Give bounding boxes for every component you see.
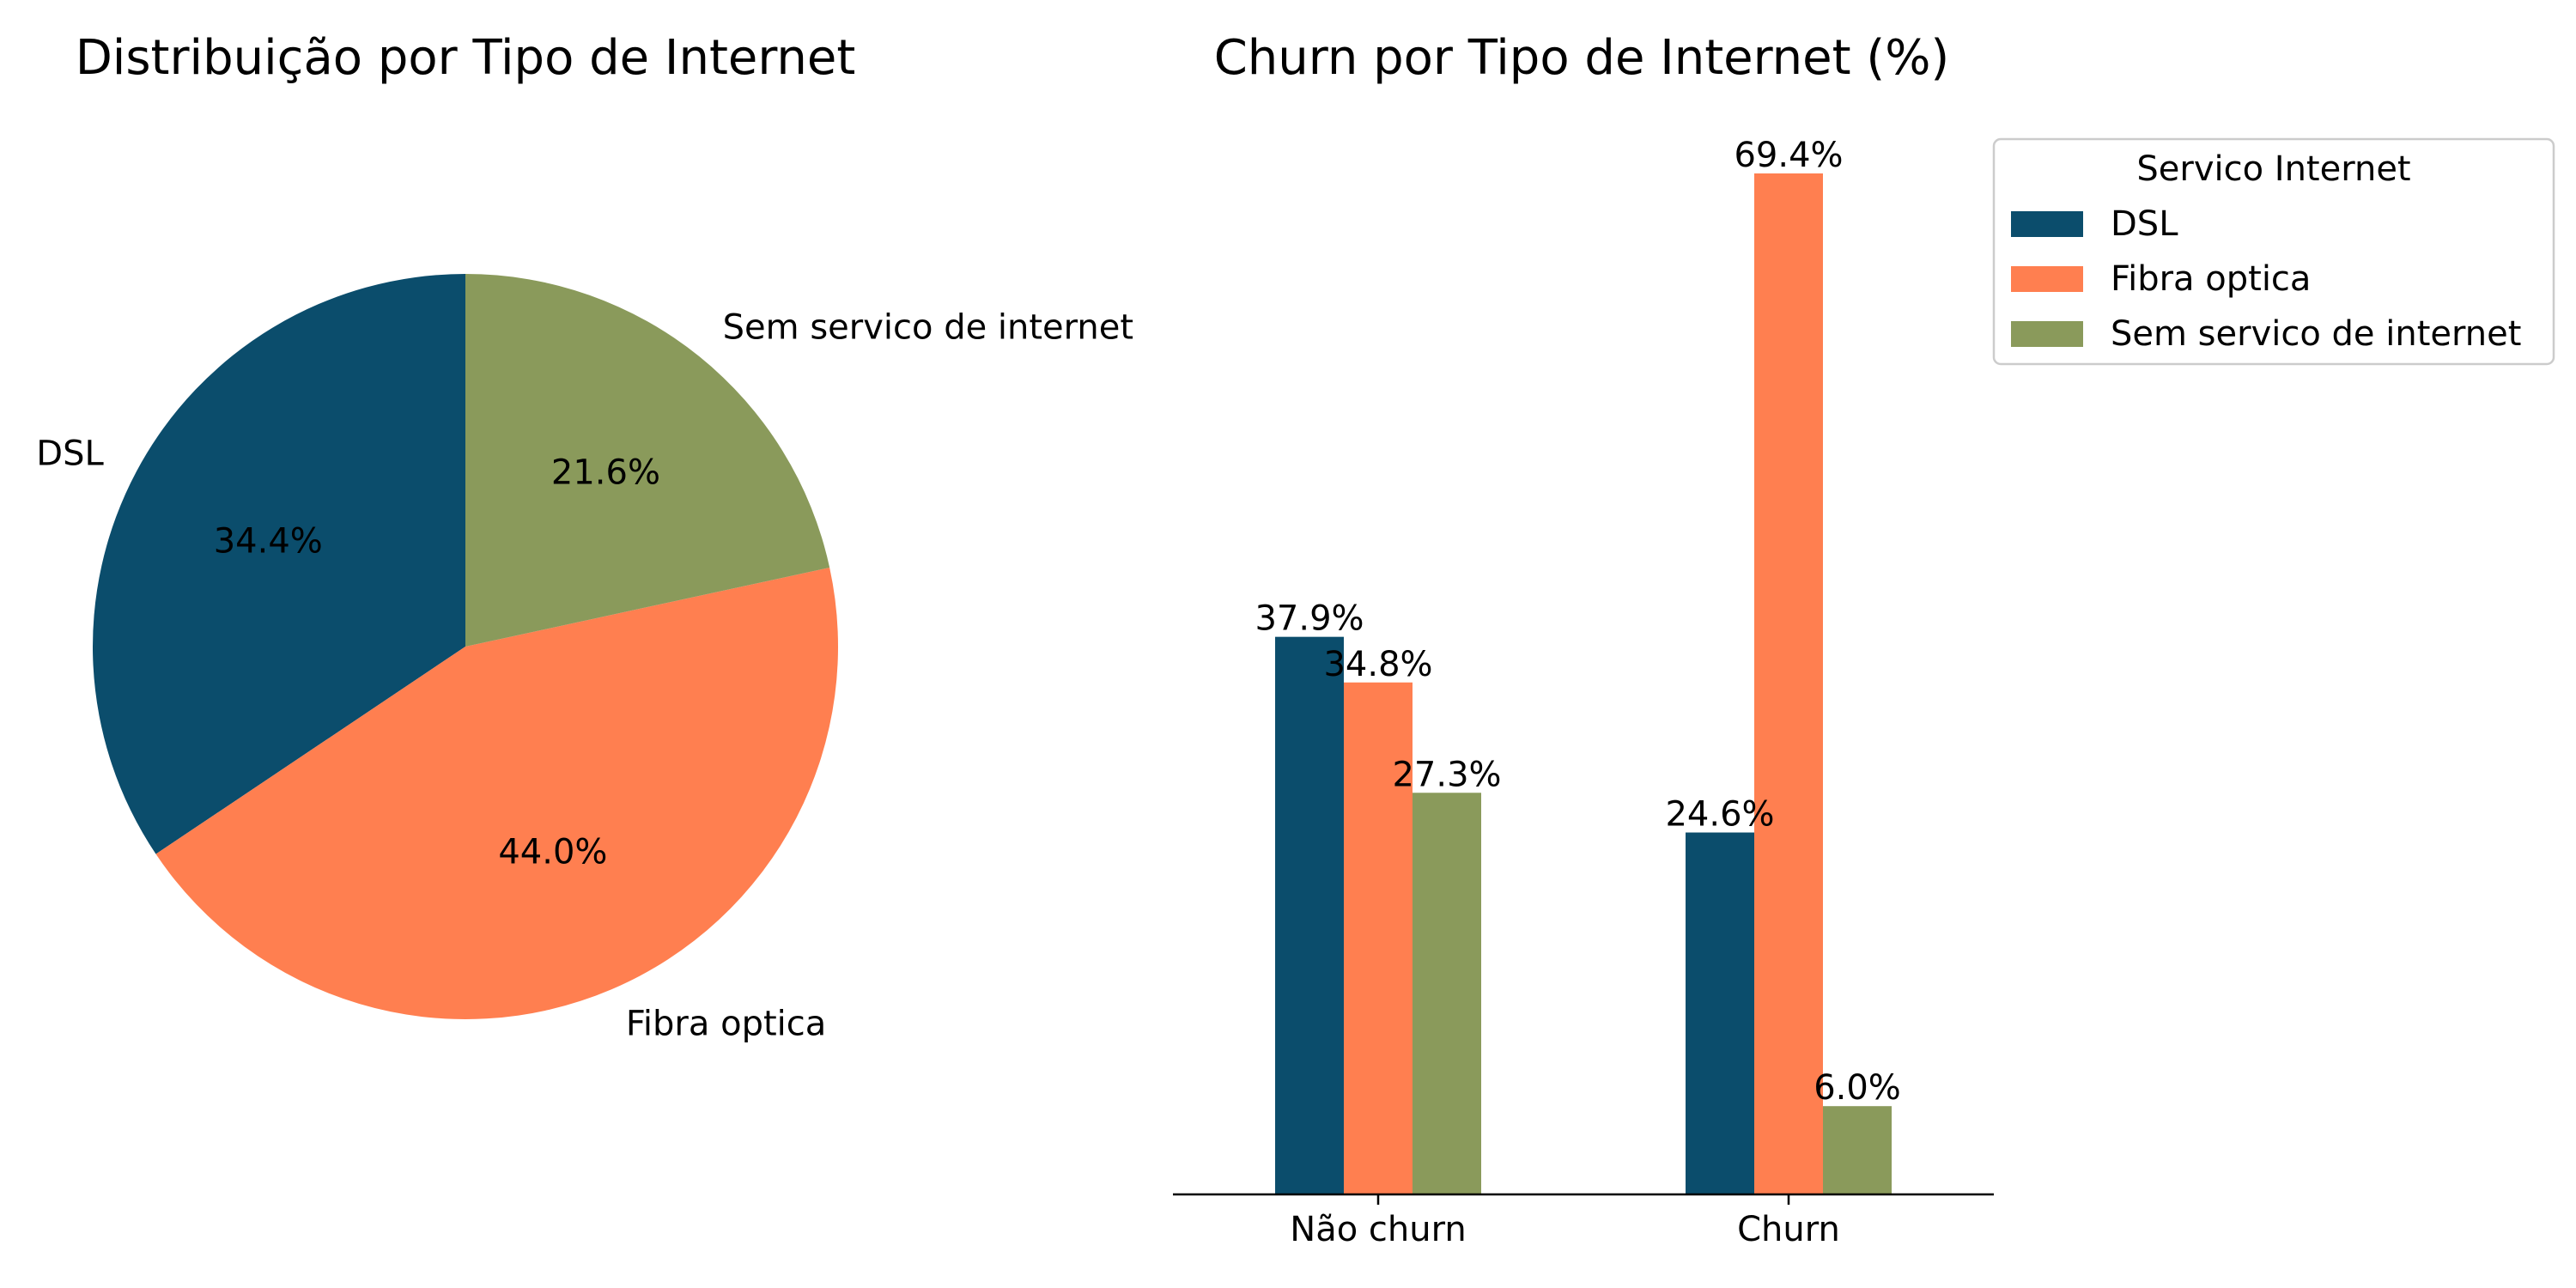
pie-labels: 34.4% DSL 44.0% Fibra optica 21.6% Sem servic… [36, 307, 1133, 1043]
pie-category-label: Sem servico de internet [723, 307, 1133, 347]
bar-value-label: 24.6% [1665, 795, 1774, 835]
bar-fibra-optica-nao-churn [1344, 682, 1413, 1194]
bar-chart-title: Churn por Tipo de Internet (%) [1214, 30, 1950, 86]
legend-frame [1992, 137, 2555, 366]
pie-chart-title: Distribuição por Tipo de Internet [76, 30, 856, 86]
legend-label: DSL [2111, 204, 2178, 244]
bar-dsl-churn [1686, 832, 1754, 1194]
bar-value-label: 27.3% [1392, 755, 1501, 794]
legend-label: Fibra optica [2111, 259, 2311, 299]
bar-rects [1275, 173, 1892, 1195]
pie-pct-label: 44.0% [498, 833, 607, 872]
bar-value-label: 37.9% [1255, 599, 1364, 639]
pie-category-label: Fibra optica [626, 1004, 826, 1043]
legend-items: DSL Fibra optica Sem servico de internet [2011, 204, 2521, 354]
bar-chart: Churn por Tipo de Internet (%) 37.9% 34.8… [1173, 30, 2555, 1249]
pie-pct-label: 21.6% [551, 453, 660, 492]
pie-pct-label: 34.4% [214, 521, 323, 561]
pie-chart: Distribuição por Tipo de Internet 34.4% D… [36, 30, 1133, 1043]
bar-value-label: 34.8% [1323, 645, 1432, 684]
legend-swatch-sem-servico-de-internet [2011, 321, 2083, 347]
legend-title: Servico Internet [2136, 149, 2410, 189]
pie-slice-fibra-optica [155, 567, 838, 1019]
bar-value-label: 6.0% [1814, 1068, 1901, 1108]
x-axis-ticks: Não churn Churn [1290, 1194, 1840, 1249]
pie-slices [92, 274, 838, 1019]
legend-label: Sem servico de internet [2111, 314, 2521, 354]
bar-sem-servico-de-internet-churn [1823, 1106, 1892, 1194]
pie-slice-sem-servico-de-internet [465, 274, 830, 647]
bar-dsl-nao-churn [1275, 636, 1344, 1194]
bar-value-label: 69.4% [1734, 136, 1843, 175]
x-tick-label: Não churn [1290, 1210, 1466, 1249]
bar-sem-servico-de-internet-nao-churn [1413, 793, 1481, 1194]
bar-fibra-optica-churn [1754, 173, 1823, 1195]
x-tick-label: Churn [1737, 1210, 1840, 1249]
legend: Servico Internet DSL Fibra optica Sem serv… [1992, 137, 2555, 366]
pie-slice-dsl [92, 274, 465, 854]
bar-data-labels: 37.9% 34.8% 27.3% 24.6% 69.4% 6.0% [1255, 136, 1900, 1108]
pie-category-label: DSL [36, 434, 104, 473]
legend-swatch-fibra-optica [2011, 266, 2083, 292]
legend-swatch-dsl [2011, 211, 2083, 237]
